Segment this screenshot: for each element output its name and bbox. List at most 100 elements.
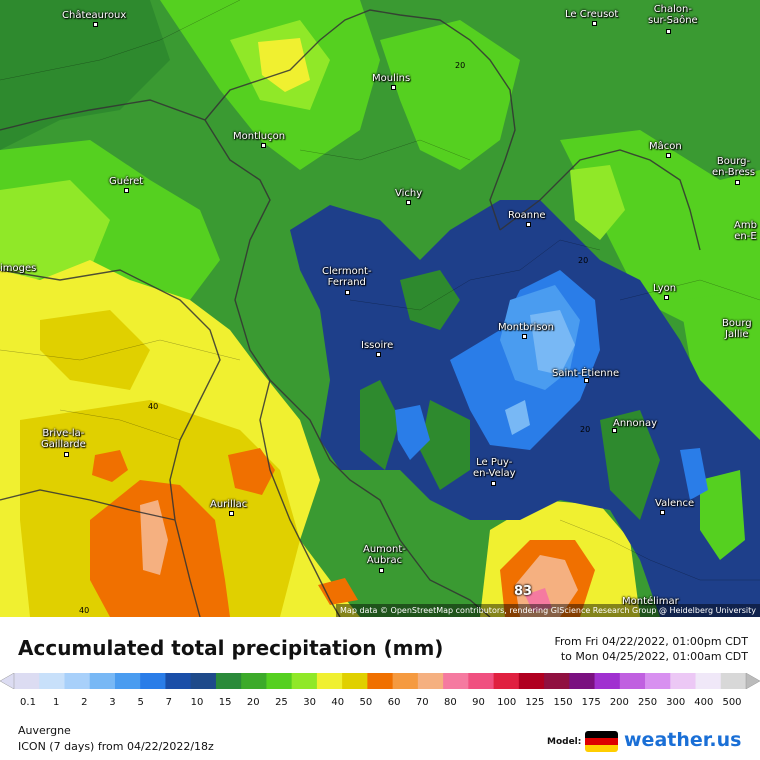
scale-low-arrow	[0, 673, 15, 689]
scale-swatch	[619, 673, 646, 689]
scale-swatch	[443, 673, 469, 689]
scale-swatch	[417, 673, 444, 689]
city-label: Amb en-E	[734, 220, 757, 242]
scale-swatch	[594, 673, 621, 689]
city-marker	[261, 143, 266, 148]
scale-swatch	[215, 673, 242, 689]
city-label: Le Creusot	[565, 9, 619, 20]
city-marker	[491, 481, 496, 486]
scale-tick-label: 200	[609, 697, 629, 708]
scale-swatch	[39, 673, 65, 689]
city-label: Le Puy- en-Velay	[473, 457, 516, 479]
city-marker	[64, 452, 69, 457]
scale-tick-label: 125	[525, 697, 545, 708]
city-label: Issoire	[361, 340, 394, 351]
city-label: Valence	[655, 498, 695, 509]
city-label: imoges	[0, 263, 37, 274]
city-marker	[93, 22, 98, 27]
scale-tick-label: 90	[472, 697, 485, 708]
scale-tick-label: 300	[666, 697, 686, 708]
region-label: Auvergne	[18, 724, 71, 737]
scale-tick-label: 3	[109, 697, 116, 708]
city-marker	[735, 180, 740, 185]
city-label: Brive-la- Gaillarde	[41, 428, 86, 450]
scale-swatch	[544, 673, 570, 689]
scale-swatch	[670, 673, 697, 689]
scale-tick-label: 40	[331, 697, 345, 708]
city-marker	[666, 29, 671, 34]
scale-tick-label: 25	[275, 697, 288, 708]
scale-swatch	[190, 673, 217, 689]
precipitation-map[interactable]: 20 20 20 40 40 83 Châteauroux Le Creusot…	[0, 0, 760, 617]
scale-tick-label: 7	[165, 697, 172, 708]
map-canvas	[0, 0, 760, 617]
city-marker	[406, 200, 411, 205]
scale-tick-label: 2	[81, 697, 88, 708]
city-label: Guéret	[109, 176, 144, 187]
scale-swatch	[645, 673, 671, 689]
scale-tick-label: 30	[303, 697, 316, 708]
scale-swatch	[569, 673, 596, 689]
scale-high-arrow	[745, 673, 760, 689]
map-attribution[interactable]: Map data © OpenStreetMap contributors, r…	[336, 604, 760, 617]
scale-swatch	[468, 673, 495, 689]
city-label: Bourg Jallie	[722, 318, 752, 340]
scale-tick-label: 1	[52, 697, 60, 708]
scale-tick-label: 70	[415, 697, 429, 708]
city-marker	[345, 290, 350, 295]
city-label: Montélimar	[622, 596, 679, 607]
scale-swatch	[518, 673, 545, 689]
city-marker	[526, 222, 531, 227]
city-label: Clermont- Ferrand	[322, 266, 372, 288]
contour-label: 20	[578, 256, 589, 265]
scale-swatch	[14, 673, 40, 689]
city-marker	[592, 21, 597, 26]
scale-tick-label: 50	[359, 697, 373, 708]
germany-flag-icon	[585, 731, 618, 752]
scale-swatch	[64, 673, 91, 689]
city-marker	[124, 188, 129, 193]
brand-logo[interactable]: weather.us	[624, 729, 742, 751]
scale-swatch	[165, 673, 192, 689]
scale-swatch	[695, 673, 722, 689]
scale-swatch	[720, 673, 747, 689]
scale-swatch	[241, 673, 267, 689]
city-label: Vichy	[395, 188, 423, 199]
city-marker	[584, 378, 589, 383]
model-run-label: ICON (7 days) from 04/22/2022/18z	[18, 740, 214, 753]
city-marker	[666, 153, 671, 158]
scale-swatch	[140, 673, 166, 689]
scale-swatch	[114, 673, 141, 689]
scale-tick-label: 60	[387, 697, 401, 708]
model-label: Model:	[547, 737, 582, 747]
city-marker	[229, 511, 234, 516]
scale-tick-label: 5	[137, 697, 144, 708]
scale-tick-label: 80	[444, 697, 457, 708]
scale-swatch	[342, 673, 368, 689]
city-label: Aurillac	[210, 499, 248, 510]
city-label: Chalon- sur-Saône	[648, 4, 698, 26]
city-marker	[376, 352, 381, 357]
city-label: Montbrison	[498, 322, 554, 333]
scale-swatch	[392, 673, 419, 689]
scale-swatch	[291, 673, 318, 689]
scale-tick-label: 250	[637, 697, 658, 708]
scale-tick-label: 150	[553, 697, 573, 708]
color-scale-bar	[0, 673, 760, 689]
city-label: Mâcon	[649, 141, 682, 152]
city-label: Aumont- Aubrac	[363, 544, 406, 566]
city-marker	[379, 568, 384, 573]
contour-label: 20	[580, 425, 591, 434]
city-label: Châteauroux	[62, 10, 127, 21]
city-label: Annonay	[613, 418, 658, 429]
scale-swatch	[266, 673, 293, 689]
max-value-label: 83	[514, 584, 533, 599]
city-label: Roanne	[508, 210, 546, 221]
period-to: to Mon 04/25/2022, 01:00am CDT	[560, 650, 748, 663]
scale-tick-label: 10	[190, 697, 204, 708]
legend-title: Accumulated total precipitation (mm)	[18, 636, 444, 660]
scale-tick-label: 0.1	[20, 697, 36, 708]
scale-swatch	[367, 673, 394, 689]
scale-tick-label: 175	[581, 697, 601, 708]
city-marker	[522, 334, 527, 339]
